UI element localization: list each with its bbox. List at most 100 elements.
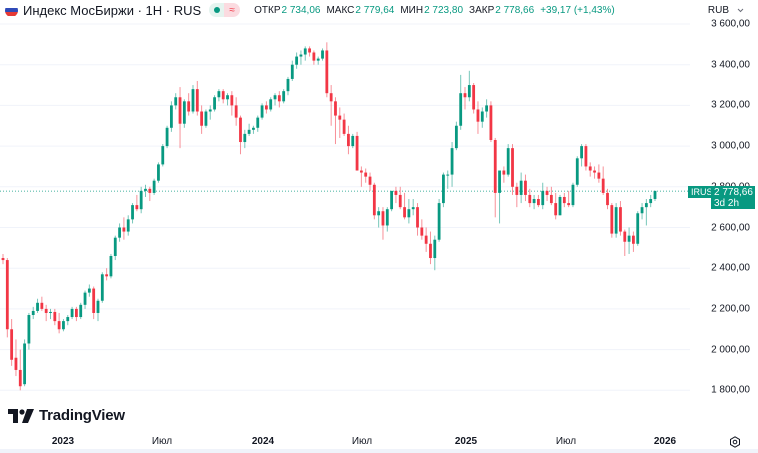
candle[interactable] (338, 107, 342, 138)
candle[interactable] (593, 166, 596, 179)
candle[interactable] (524, 174, 527, 202)
candle[interactable] (463, 87, 467, 110)
candle[interactable] (118, 223, 121, 242)
candle[interactable] (446, 170, 450, 189)
candle[interactable] (390, 190, 394, 212)
candle[interactable] (195, 80, 199, 116)
candle[interactable] (364, 168, 368, 183)
candle[interactable] (187, 93, 191, 116)
candle[interactable] (403, 192, 406, 220)
candle[interactable] (182, 99, 186, 128)
candle[interactable] (49, 308, 52, 320)
candle[interactable] (252, 125, 255, 134)
candle[interactable] (230, 91, 234, 116)
candle[interactable] (100, 272, 104, 303)
candle[interactable] (515, 182, 519, 208)
candle[interactable] (31, 306, 35, 320)
candle[interactable] (316, 56, 320, 65)
candle[interactable] (277, 91, 281, 108)
candle[interactable] (299, 50, 303, 65)
candle[interactable] (221, 89, 225, 104)
candle[interactable] (139, 186, 143, 214)
candle[interactable] (528, 188, 532, 208)
candle[interactable] (96, 298, 100, 322)
candle[interactable] (368, 172, 372, 191)
candle[interactable] (312, 50, 316, 65)
candle[interactable] (152, 178, 156, 195)
candle[interactable] (122, 217, 126, 240)
candle[interactable] (269, 97, 273, 112)
candle[interactable] (424, 227, 428, 252)
candle[interactable] (411, 199, 415, 216)
candle[interactable] (23, 339, 26, 387)
candle[interactable] (18, 349, 22, 391)
candle[interactable] (619, 201, 622, 236)
candle[interactable] (83, 290, 87, 309)
candle[interactable] (303, 46, 307, 61)
candle[interactable] (567, 190, 571, 208)
candle[interactable] (601, 166, 605, 195)
candle[interactable] (545, 186, 549, 202)
candle[interactable] (290, 60, 294, 81)
candle[interactable] (472, 83, 476, 114)
candle[interactable] (502, 166, 506, 183)
candle[interactable] (329, 85, 333, 126)
candle[interactable] (325, 42, 329, 98)
candle[interactable] (1, 253, 5, 265)
candle[interactable] (636, 211, 640, 246)
candle[interactable] (178, 87, 182, 149)
candle[interactable] (614, 203, 618, 238)
candle[interactable] (157, 162, 160, 183)
candle[interactable] (429, 231, 432, 265)
candle[interactable] (588, 162, 592, 177)
delayed-data-icon[interactable]: ≈ (224, 3, 241, 17)
candle[interactable] (87, 284, 91, 297)
candle[interactable] (226, 93, 229, 106)
candle[interactable] (558, 194, 562, 216)
candle[interactable] (62, 319, 65, 332)
candle[interactable] (450, 142, 454, 187)
candle[interactable] (131, 203, 134, 224)
candle[interactable] (489, 101, 493, 143)
candle[interactable] (476, 101, 480, 134)
candle[interactable] (213, 95, 216, 112)
currency-selector[interactable]: RUB (703, 2, 748, 18)
candle[interactable] (632, 231, 635, 252)
candle[interactable] (148, 186, 152, 202)
candle[interactable] (416, 203, 419, 236)
candle[interactable] (541, 182, 545, 210)
candle[interactable] (200, 105, 204, 134)
candle[interactable] (27, 312, 31, 350)
candle[interactable] (420, 219, 424, 240)
candle[interactable] (653, 190, 657, 202)
candle[interactable] (498, 170, 501, 224)
candle[interactable] (273, 93, 277, 106)
market-open-icon[interactable] (209, 3, 225, 17)
candle[interactable] (342, 113, 346, 136)
candle[interactable] (113, 235, 117, 261)
candle[interactable] (40, 296, 44, 311)
candle[interactable] (334, 97, 337, 145)
candle[interactable] (627, 227, 631, 254)
candle[interactable] (295, 52, 299, 69)
candle[interactable] (144, 184, 147, 197)
candle[interactable] (442, 172, 445, 208)
candle[interactable] (161, 144, 165, 167)
candle[interactable] (381, 207, 385, 240)
candle[interactable] (355, 131, 359, 171)
candle[interactable] (394, 186, 398, 204)
candle[interactable] (234, 97, 238, 126)
candle[interactable] (14, 339, 18, 377)
candle[interactable] (217, 89, 221, 102)
candle[interactable] (321, 48, 324, 61)
candle[interactable] (239, 115, 242, 155)
candle[interactable] (437, 199, 441, 242)
candle[interactable] (66, 315, 70, 326)
candle[interactable] (75, 306, 78, 322)
candle[interactable] (506, 144, 510, 177)
candle[interactable] (623, 229, 627, 256)
candle[interactable] (308, 46, 311, 57)
candle[interactable] (53, 308, 57, 326)
candle[interactable] (511, 144, 514, 195)
